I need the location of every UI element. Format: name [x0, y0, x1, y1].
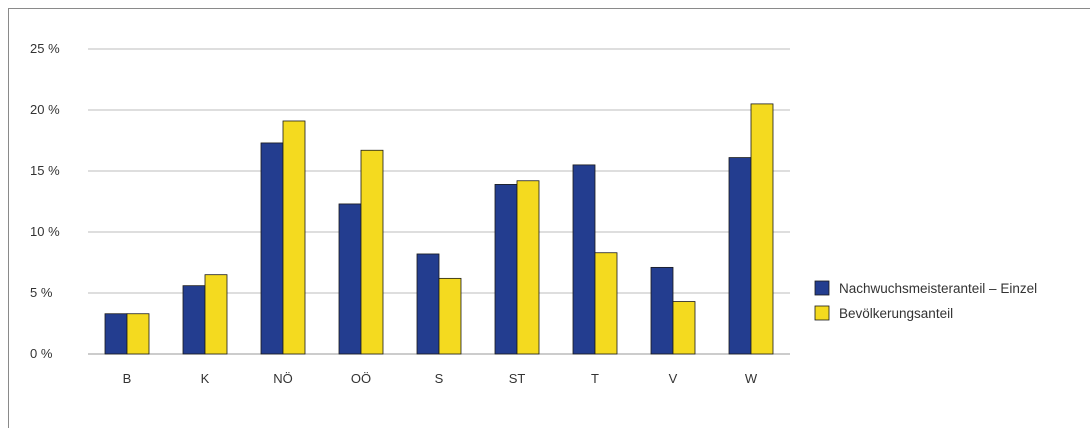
- bar-V-1: [672, 301, 696, 355]
- x-tick-label-5: ST: [509, 371, 526, 386]
- x-tick-label-8: W: [745, 371, 758, 386]
- y-tick-label-4: 20 %: [30, 102, 60, 117]
- y-tick-label-0: 0 %: [30, 346, 53, 361]
- y-tick-label-3: 15 %: [30, 163, 60, 178]
- x-axis-ticks: B K NÖ OÖ S ST T V W: [123, 371, 758, 386]
- x-tick-label-3: OÖ: [351, 371, 371, 386]
- bar-ST-1: [516, 180, 540, 355]
- x-tick-label-2: NÖ: [273, 371, 293, 386]
- bar-T-0: [572, 164, 596, 355]
- bars: [104, 103, 774, 355]
- y-tick-label-2: 10 %: [30, 224, 60, 239]
- legend-swatch-0: [814, 280, 830, 296]
- bar-W-1: [750, 103, 774, 355]
- bar-NÖ-0: [260, 142, 284, 355]
- bar-OÖ-0: [338, 203, 362, 355]
- x-tick-label-1: K: [201, 371, 210, 386]
- x-tick-label-6: T: [591, 371, 599, 386]
- x-tick-label-0: B: [123, 371, 132, 386]
- bar-W-0: [728, 157, 752, 355]
- legend-label-0: Nachwuchsmeisteranteil – Einzel: [839, 281, 1037, 296]
- y-axis-ticks: 0 % 5 % 10 % 15 % 20 % 25 %: [30, 41, 60, 361]
- bar-S-1: [438, 277, 462, 355]
- bar-K-1: [204, 274, 228, 355]
- y-tick-label-5: 25 %: [30, 41, 60, 56]
- x-tick-label-4: S: [435, 371, 444, 386]
- legend: Nachwuchsmeisteranteil – Einzel Bevölker…: [814, 280, 1037, 321]
- legend-label-1: Bevölkerungsanteil: [839, 306, 953, 321]
- bar-chart: 0 % 5 % 10 % 15 % 20 % 25 % B K NÖ OÖ S ST T V W Nach…: [30, 41, 1037, 386]
- chart-frame: [8, 8, 1090, 428]
- bar-ST-0: [494, 184, 518, 355]
- bar-S-0: [416, 253, 440, 355]
- bar-K-0: [182, 285, 206, 355]
- legend-swatch-1: [814, 305, 830, 321]
- bar-OÖ-1: [360, 149, 384, 355]
- y-tick-label-1: 5 %: [30, 285, 53, 300]
- bar-T-1: [594, 252, 618, 355]
- bar-B-1: [126, 313, 150, 355]
- bar-V-0: [650, 266, 674, 355]
- x-tick-label-7: V: [669, 371, 678, 386]
- bar-B-0: [104, 313, 128, 355]
- bar-NÖ-1: [282, 120, 306, 355]
